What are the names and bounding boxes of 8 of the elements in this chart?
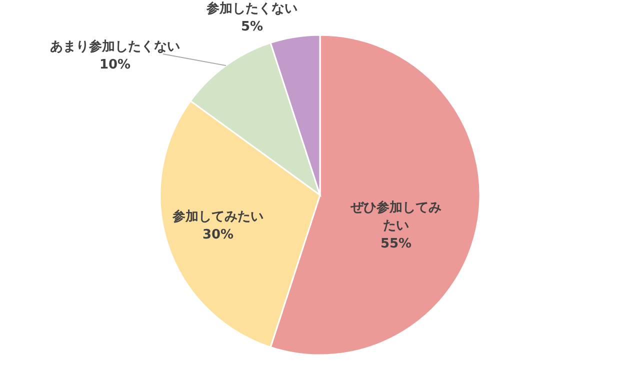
data-label: 30% [202,228,234,243]
data-label: 5% [240,20,264,35]
slice-label: 参加してみたい [172,208,264,225]
slice-label: ぜひ参加してみたい [350,200,442,234]
slice-label: あまり参加したくない [50,38,180,55]
data-label: 55% [380,236,412,252]
data-label: 10% [99,58,131,73]
slice-label: 参加したくない [206,0,298,17]
